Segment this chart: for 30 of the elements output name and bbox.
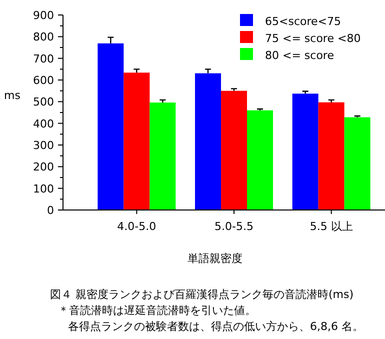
y-tick-label: 800	[33, 30, 54, 44]
bar	[221, 90, 247, 210]
bar	[124, 72, 150, 210]
text: 各得点ランクの被験者数は、得点の低い方から、6,8,6 名。	[68, 320, 364, 333]
x-tick-label: 4.0-5.0	[117, 220, 156, 233]
bar	[195, 73, 221, 210]
y-tick-label: 500	[33, 96, 54, 109]
legend-label: 80 <= score	[265, 49, 334, 62]
caption: 図４ 親密度ランクおよび百羅漢得点ランク毎の音読潜時(ms)	[50, 288, 354, 301]
y-tick-label: 0	[47, 204, 54, 217]
text: ＊音読潜時は遅延音読潜時を引いた値。	[58, 304, 256, 317]
x-tick-label: 5.0-5.5	[214, 220, 254, 233]
bar	[98, 43, 124, 210]
y-axis-title: ms	[4, 89, 21, 102]
bar	[318, 102, 344, 210]
bar	[150, 102, 176, 210]
legend-label: 75 <= score <80	[265, 32, 361, 45]
x-axis-title: 単語親密度	[188, 252, 242, 265]
y-tick-label: 300	[33, 139, 54, 152]
y-tick-label: 100	[33, 182, 54, 196]
legend-label: 65<score<75	[265, 15, 341, 28]
y-tick-label: 600	[33, 74, 54, 87]
y-tick-label: 900	[33, 9, 54, 22]
x-tick-label: 5.5 以上	[310, 220, 353, 233]
y-tick-label: 400	[33, 117, 54, 130]
bar	[247, 110, 273, 210]
bar	[344, 117, 370, 210]
y-tick-label: 700	[33, 52, 54, 66]
bar	[292, 94, 318, 210]
y-tick-label: 200	[33, 160, 54, 174]
